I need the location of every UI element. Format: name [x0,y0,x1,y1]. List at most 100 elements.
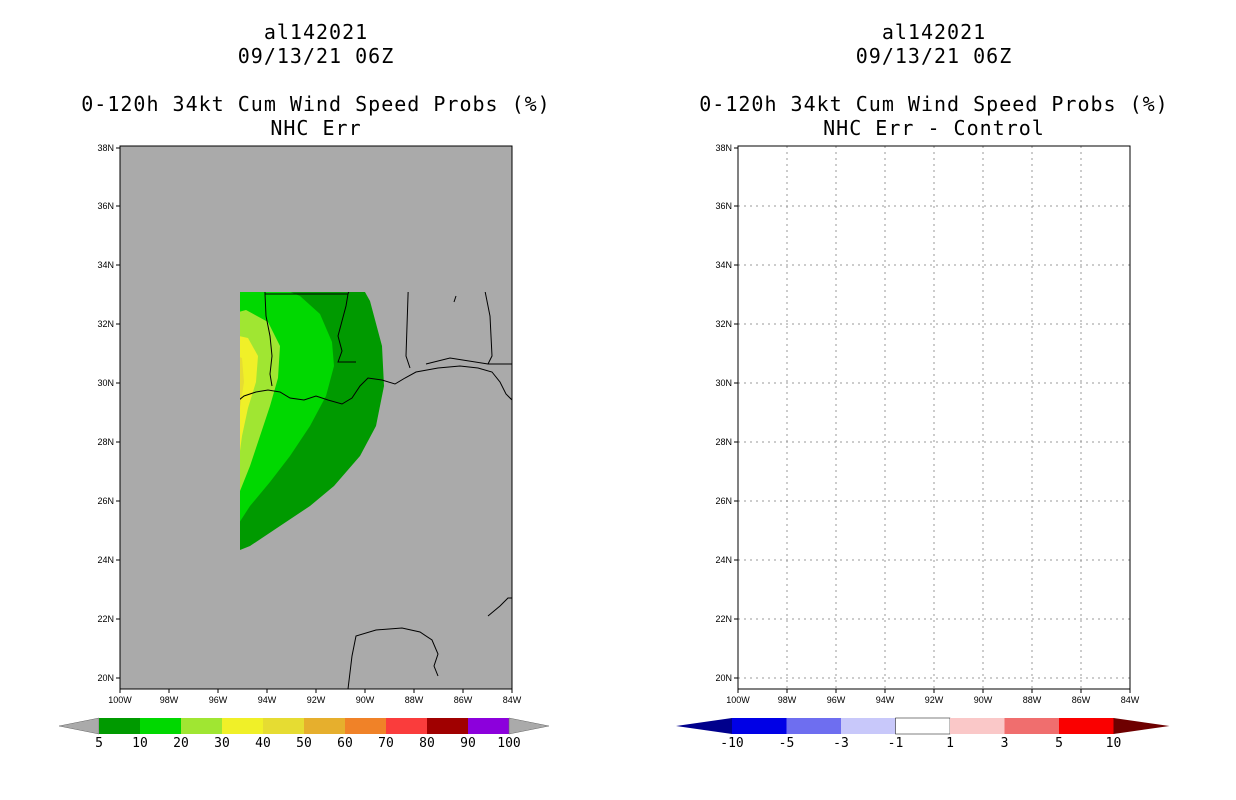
left-colorbar-label: 70 [378,736,394,751]
left-colorbar-label: 60 [337,736,353,751]
right-colorbar-swatch [1059,718,1114,734]
left-colorbar-swatch [345,718,386,734]
left-colorbar-label: 90 [460,736,476,751]
right-lat-label: 22N [715,614,732,624]
right-lon-label: 96W [827,695,846,705]
right-colorbar-under [676,718,732,734]
left-colorbar-label: 5 [95,736,103,751]
right-lon-label: 94W [876,695,895,705]
left-colorbar-label: 20 [173,736,189,751]
left-colorbar-swatch [140,718,181,734]
left-lon-label: 98W [160,695,179,705]
contour-40 [240,357,244,408]
right-lat-label: 26N [715,496,732,506]
right-colorbar-swatch [732,718,787,734]
left-colorbar-swatch [427,718,468,734]
left-lat-label: 36N [97,201,114,211]
right-lat-label: 30N [715,378,732,388]
left-colorbar-label: 100 [497,736,520,751]
right-lon-label: 98W [778,695,797,705]
right-product: 0-120h 34kt Cum Wind Speed Probs (%) [699,92,1169,116]
right-lon-label: 92W [925,695,944,705]
left-datetime: 09/13/21 06Z [237,44,395,68]
left-lon-label: 92W [307,695,326,705]
right-colorbar-over [1113,718,1170,734]
right-colorbar-swatch [1004,718,1059,734]
left-colorbar-label: 40 [255,736,271,751]
left-colorbar-under [58,717,100,735]
left-probability-contours [240,292,513,690]
right-colorbar-label: -10 [720,736,743,751]
right-colorbar-label: 3 [1001,736,1009,751]
right-lat-label: 36N [715,201,732,211]
left-lat-label: 24N [97,555,114,565]
left-lon-label: 96W [209,695,228,705]
right-colorbar-swatch [786,718,841,734]
left-subtitle: NHC Err [270,116,362,140]
left-lon-label: 100W [108,695,132,705]
right-colorbar-label: -1 [888,736,904,751]
right-lat-label: 34N [715,260,732,270]
left-lon-label: 88W [405,695,424,705]
left-colorbar-swatch [99,718,140,734]
left-lat-label: 22N [97,614,114,624]
right-panel-title: al142021 09/13/21 06Z [738,20,1130,68]
right-colorbar-label: 1 [946,736,954,751]
right-colorbar-label: 10 [1106,736,1122,751]
right-colorbar: -10 -5 -3 -1 1 3 5 10 [676,717,1170,751]
left-axis-ticks: 38N 36N 34N 32N 30N 28N 26N 24N 22N 20N 100W 98W 96W… [97,143,521,705]
left-product-title: 0-120h 34kt Cum Wind Speed Probs (%) NHC… [60,92,572,140]
right-lat-label: 24N [715,555,732,565]
right-colorbar-label: -5 [779,736,795,751]
left-lat-label: 38N [97,143,114,153]
right-colorbar-swatch [895,717,951,735]
left-colorbar: 5 10 20 30 40 50 60 70 80 90 100 [58,717,550,751]
right-lon-label: 100W [726,695,750,705]
left-storm-id: al142021 [263,20,369,44]
right-subtitle: NHC Err - Control [823,116,1045,140]
right-colorbar-label: -3 [833,736,849,751]
left-lon-label: 84W [503,695,522,705]
left-colorbar-over [508,717,550,735]
left-colorbar-swatch [468,718,509,734]
right-lat-label: 38N [715,143,732,153]
contour-30 [240,336,258,451]
right-axis-ticks: 38N 36N 34N 32N 30N 28N 26N 24N 22N 20N 100W 98W 96W… [715,143,1139,705]
left-panel-title: al142021 09/13/21 06Z [120,20,512,68]
left-colorbar-swatch [386,718,427,734]
left-lon-label: 86W [454,695,473,705]
right-lon-label: 90W [974,695,993,705]
left-lat-label: 28N [97,437,114,447]
left-lon-label: 90W [356,695,375,705]
left-lat-label: 30N [97,378,114,388]
right-datetime: 09/13/21 06Z [855,44,1013,68]
right-map: 38N 36N 34N 32N 30N 28N 26N 24N 22N 20N 100W 98W 96W… [715,143,1139,705]
left-lat-label: 20N [97,673,114,683]
right-lat-label: 28N [715,437,732,447]
right-lon-label: 86W [1072,695,1091,705]
right-colorbar-label: 5 [1055,736,1063,751]
left-lon-label: 94W [258,695,277,705]
right-lat-label: 32N [715,319,732,329]
left-colorbar-label: 80 [419,736,435,751]
left-colorbar-swatch [263,718,304,734]
left-colorbar-label: 10 [132,736,148,751]
left-product: 0-120h 34kt Cum Wind Speed Probs (%) [81,92,551,116]
left-lat-label: 34N [97,260,114,270]
right-lon-label: 84W [1121,695,1140,705]
left-colorbar-label: 50 [296,736,312,751]
left-colorbar-label: 30 [214,736,230,751]
right-lon-label: 88W [1023,695,1042,705]
left-colorbar-swatch [304,718,345,734]
right-gridlines [738,146,1130,689]
right-colorbar-swatch [950,718,1005,734]
left-lat-label: 26N [97,496,114,506]
left-lat-label: 32N [97,319,114,329]
left-colorbar-swatch [222,718,263,734]
left-colorbar-swatch [181,718,222,734]
left-map: 38N 36N 34N 32N 30N 28N 26N 24N 22N 20N 100W 98W 96W… [97,143,521,705]
right-product-title: 0-120h 34kt Cum Wind Speed Probs (%) NHC… [672,92,1196,140]
right-storm-id: al142021 [881,20,987,44]
right-lat-label: 20N [715,673,732,683]
